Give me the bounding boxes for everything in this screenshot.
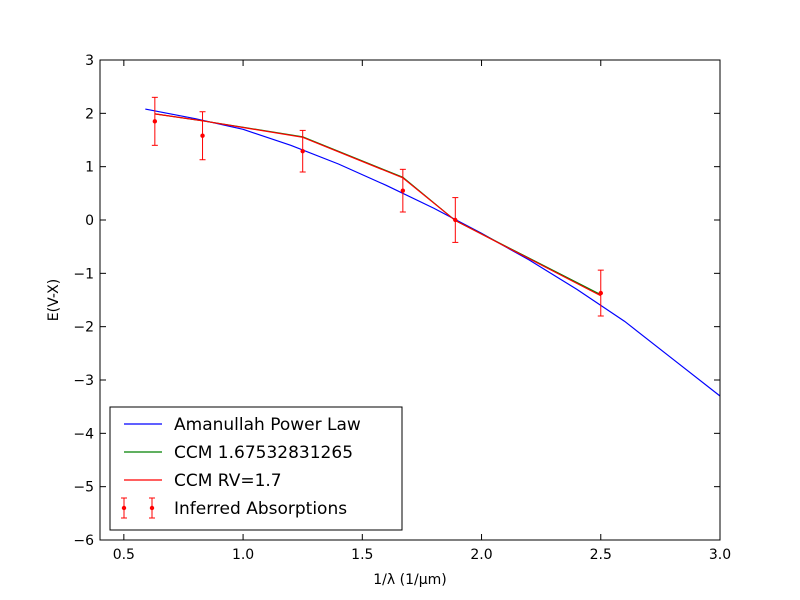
x-axis-label: 1/λ (1/μm) — [373, 572, 446, 588]
legend-label: CCM RV=1.7 — [174, 471, 282, 491]
data-point — [200, 133, 205, 138]
legend-box — [109, 406, 403, 531]
y-tick-label: −4 — [73, 426, 94, 442]
x-tick-label: 1.0 — [232, 547, 254, 563]
legend: Amanullah Power Law CCM 1.67532831265 CCM … — [109, 406, 403, 531]
x-tick-label: 2.0 — [470, 547, 492, 563]
plot-frame — [99, 59, 721, 541]
x-tick-label: 1.5 — [351, 547, 373, 563]
y-tick-label: 3 — [85, 53, 94, 69]
y-tick-label: 0 — [85, 213, 94, 229]
y-tick-label: −5 — [73, 480, 94, 496]
y-axis-ticks: −6 −5 −4 −3 −2 −1 0 1 2 3 — [73, 53, 720, 549]
legend-label: Inferred Absorptions — [174, 499, 347, 519]
x-tick-label: 2.5 — [590, 547, 612, 563]
x-axis-ticks: 0.5 1.0 1.5 2.0 2.5 3.0 — [113, 60, 731, 563]
y-tick-label: −1 — [73, 266, 94, 282]
series-layer — [145, 96, 721, 397]
data-point — [300, 149, 305, 154]
series-line-0 — [145, 108, 721, 397]
y-tick-label: −3 — [73, 373, 94, 389]
legend-swatch-point — [149, 505, 155, 511]
data-point — [598, 290, 603, 296]
data-point — [400, 188, 406, 193]
series-line-2 — [154, 113, 602, 297]
y-tick-label: 1 — [85, 160, 94, 176]
y-axis-label: E(V-X) — [46, 279, 62, 321]
y-tick-label: −6 — [73, 533, 94, 549]
x-tick-label: 3.0 — [709, 547, 731, 563]
y-tick-label: 2 — [85, 106, 94, 122]
data-point — [453, 217, 458, 223]
legend-swatch-point — [121, 505, 127, 511]
series-errorbars-3 — [151, 96, 604, 317]
legend-label: Amanullah Power Law — [174, 415, 361, 435]
x-tick-label: 0.5 — [113, 547, 135, 563]
y-tick-label: −2 — [73, 320, 94, 336]
legend-label: CCM 1.67532831265 — [174, 443, 353, 463]
data-point — [152, 119, 158, 124]
